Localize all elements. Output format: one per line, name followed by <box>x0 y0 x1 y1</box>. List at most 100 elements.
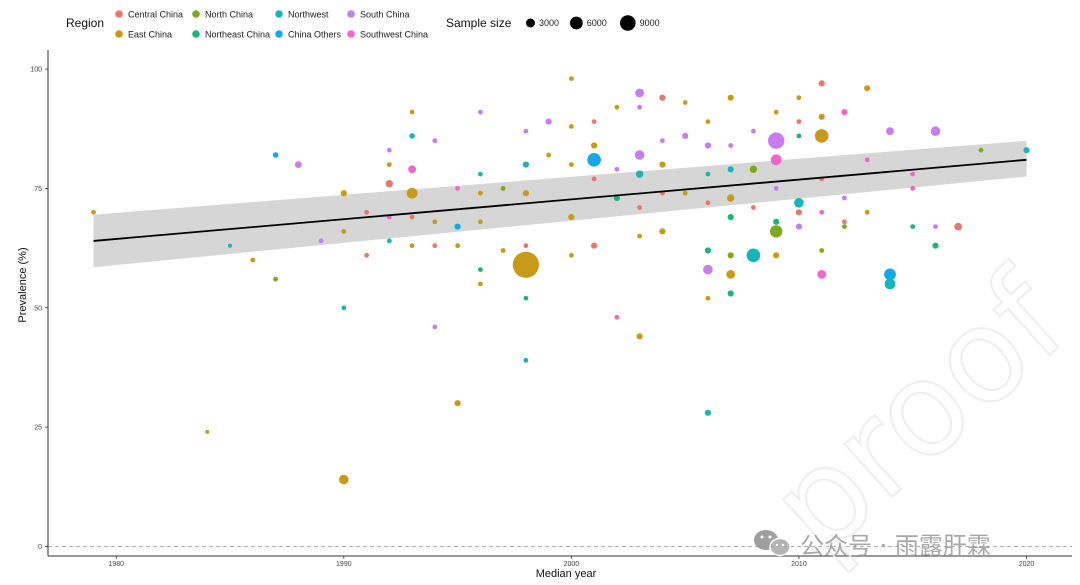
data-point <box>727 166 734 173</box>
data-point <box>864 209 870 215</box>
data-point <box>591 142 598 149</box>
data-point <box>91 209 96 215</box>
data-point <box>635 88 644 98</box>
legend-swatch <box>192 10 200 18</box>
legend-label: East China <box>128 30 172 40</box>
data-point <box>523 128 529 134</box>
data-point <box>727 94 734 101</box>
legend-size-item: 3000 <box>526 18 559 28</box>
data-point <box>500 248 506 253</box>
data-point <box>478 171 483 177</box>
y-tick-label: 50 <box>34 305 42 312</box>
data-point <box>478 219 483 225</box>
data-point <box>568 214 575 221</box>
plot-area: 1980 1990 2000 2010 2020 0 25 50 75 100 <box>30 50 1072 568</box>
data-point <box>932 242 939 249</box>
data-point <box>705 200 711 206</box>
legend-size-entries: 3000 6000 9000 <box>526 15 660 31</box>
legend-label: China Others <box>288 30 342 40</box>
data-point <box>523 243 529 249</box>
legend-item: North China <box>192 10 253 20</box>
legend-label: Northwest <box>288 10 329 20</box>
data-point <box>364 252 369 258</box>
data-point <box>454 400 461 407</box>
data-point <box>478 109 483 115</box>
legend-item: Central China <box>115 10 183 20</box>
data-point <box>569 162 574 168</box>
data-point <box>228 243 232 248</box>
data-point <box>409 133 415 139</box>
data-point <box>705 171 711 177</box>
data-point <box>341 305 347 311</box>
data-point <box>703 264 713 275</box>
data-point <box>819 248 825 253</box>
legend-label: North China <box>205 10 253 20</box>
legend-item: South China <box>347 10 410 20</box>
data-point <box>978 147 984 153</box>
data-point <box>522 161 530 168</box>
legend-swatch <box>275 10 283 18</box>
data-point <box>727 194 735 202</box>
x-axis-title: Median year <box>536 568 597 580</box>
watermark-text: 公众号 · 雨露肝霖 <box>800 532 991 560</box>
legend-item: Southwest China <box>347 30 428 40</box>
data-point <box>635 170 644 178</box>
data-point <box>884 268 896 281</box>
data-point <box>864 157 870 163</box>
legend-item: East China <box>115 30 172 40</box>
data-point <box>794 198 804 208</box>
data-point <box>478 267 483 272</box>
data-point <box>770 154 782 166</box>
legend-size-title: Sample size <box>446 16 512 30</box>
legend-swatch <box>192 30 200 38</box>
data-point <box>884 278 896 290</box>
legend-swatch <box>347 10 355 18</box>
legend-item: China Others <box>275 30 342 40</box>
data-point <box>682 190 688 196</box>
data-point <box>341 229 347 234</box>
legend-size-item: 6000 <box>570 16 607 30</box>
data-point <box>409 243 415 249</box>
data-point <box>682 132 689 139</box>
x-tick-label: 1980 <box>108 561 124 568</box>
data-point <box>432 219 438 225</box>
data-point <box>727 290 734 297</box>
data-point <box>768 132 785 149</box>
data-point <box>749 165 758 173</box>
legend-label: Northeast China <box>205 30 270 40</box>
data-points <box>91 76 1030 485</box>
data-point <box>886 127 894 136</box>
data-point <box>933 224 938 230</box>
data-point <box>705 295 711 301</box>
data-point <box>340 190 347 197</box>
data-point <box>770 225 783 238</box>
data-point <box>272 152 279 158</box>
data-point <box>614 166 620 172</box>
data-point <box>841 109 848 116</box>
data-point <box>659 161 666 168</box>
data-point <box>930 126 941 136</box>
data-point <box>406 187 418 199</box>
data-point <box>454 223 461 230</box>
data-point <box>773 218 780 225</box>
data-point <box>569 124 574 129</box>
data-point <box>432 138 438 144</box>
x-axis-ticks: 1980 1990 2000 2010 2020 <box>108 556 1034 568</box>
data-point <box>705 119 711 124</box>
data-point <box>636 333 643 340</box>
data-point <box>205 429 210 434</box>
data-point <box>954 222 963 231</box>
data-point <box>773 109 779 115</box>
data-point <box>795 223 803 230</box>
data-point <box>386 162 392 168</box>
data-point <box>386 238 392 244</box>
legend-region-entries: Central China East China North China Northe… <box>115 10 428 40</box>
data-point <box>842 224 847 230</box>
wechat-icon <box>754 530 791 557</box>
legend-label: South China <box>360 10 410 20</box>
legend-swatch <box>347 30 355 38</box>
data-point <box>704 409 712 416</box>
data-point <box>512 251 540 278</box>
data-point <box>659 228 666 235</box>
